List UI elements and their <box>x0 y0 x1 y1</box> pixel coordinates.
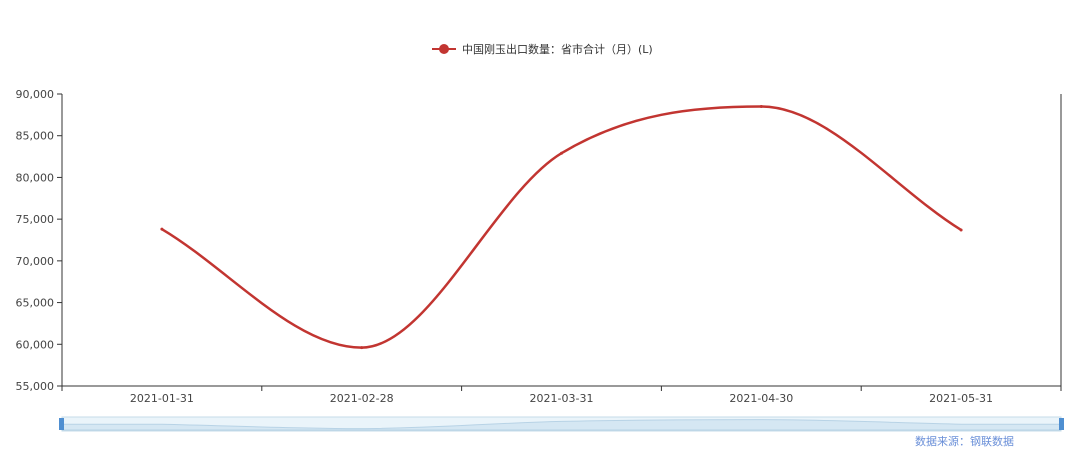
y-tick-label: 55,000 <box>16 380 55 393</box>
data-point[interactable] <box>959 228 963 232</box>
y-tick-label: 60,000 <box>16 338 55 351</box>
x-tick-label: 2021-03-31 <box>530 392 594 405</box>
series-line <box>161 105 962 349</box>
chart-legend[interactable]: 中国刚玉出口数量：省市合计（月）(L) <box>432 42 653 56</box>
x-tick-label: 2021-04-30 <box>729 392 793 405</box>
y-tick-label: 80,000 <box>16 171 55 184</box>
x-tick-label: 2021-05-31 <box>929 392 993 405</box>
y-tick-label: 65,000 <box>16 297 55 310</box>
x-tick-label: 2021-02-28 <box>330 392 394 405</box>
data-source-label: 数据来源：钢联数据 <box>915 434 1014 448</box>
data-zoom-slider[interactable] <box>59 416 1064 432</box>
y-tick-label: 70,000 <box>16 255 55 268</box>
data-points <box>160 105 963 350</box>
y-tick-label: 75,000 <box>16 213 55 226</box>
data-point[interactable] <box>759 105 763 109</box>
x-tick-label: 2021-01-31 <box>130 392 194 405</box>
y-tick-label: 90,000 <box>16 88 55 101</box>
y-axis: 90,000 85,000 80,000 75,000 70,000 65,000 60,0… <box>16 88 63 393</box>
legend-dot-marker <box>439 44 449 54</box>
x-axis: 2021-01-31 2021-02-28 2021-03-31 2021-04-30… <box>61 385 1062 405</box>
zoom-preview-area <box>61 419 1062 431</box>
legend-label: 中国刚玉出口数量：省市合计（月）(L) <box>462 42 653 56</box>
y-tick-label: 85,000 <box>16 130 55 143</box>
data-point[interactable] <box>360 346 364 350</box>
data-point[interactable] <box>560 151 563 155</box>
zoom-left-handle[interactable] <box>59 418 64 430</box>
zoom-right-handle[interactable] <box>1059 418 1064 430</box>
data-point[interactable] <box>160 227 164 231</box>
